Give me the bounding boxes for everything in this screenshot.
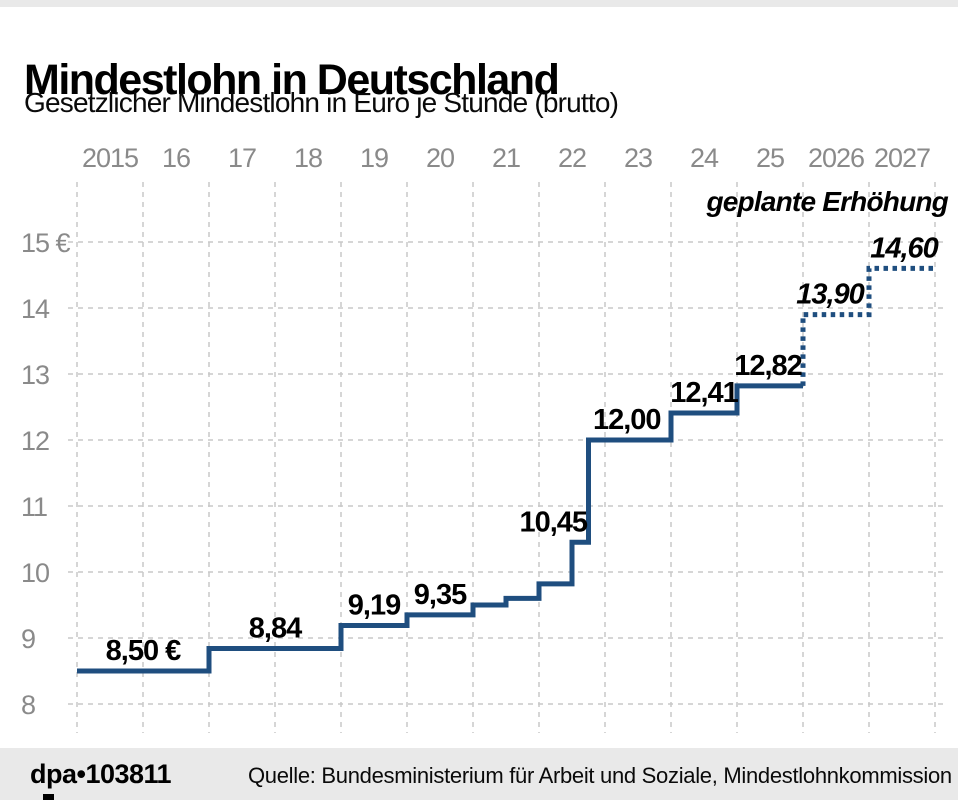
x-tick-label: 24 [690,143,719,173]
x-tick-label: 19 [360,143,388,173]
value-label: 14,60 [870,232,938,264]
y-tick-label: 9 [21,624,35,654]
y-tick-label: 8 [21,690,35,720]
minimum-wage-line [77,383,803,674]
dpa-credit: dpa•103811 [30,759,172,789]
value-label: 9,35 [414,579,467,611]
x-tick-label: 2026 [808,143,864,173]
page-subtitle: Gesetzlicher Mindestlohn in Euro je Stun… [24,87,619,118]
x-tick-label: 25 [756,143,784,173]
planned-increase-line [800,265,935,386]
page-title: Mindestlohn in Deutschland [24,55,560,104]
value-label: 12,41 [670,377,738,409]
x-tick-label: 21 [492,143,520,173]
y-tick-label: 12 [21,426,49,456]
planned-increase-annotation: geplante Erhöhung [706,186,948,217]
value-label: 8,50 € [106,635,181,667]
top-strip [0,0,958,7]
y-tick-label: 14 [21,294,50,324]
value-label: 10,45 [519,506,587,538]
x-tick-label: 18 [294,143,322,173]
y-tick-label: 15 € [21,228,71,258]
x-tick-label: 2015 [82,143,138,173]
x-tick-label: 22 [558,143,586,173]
y-tick-label: 13 [21,360,49,390]
y-tick-label: 10 [21,558,49,588]
value-label: 8,84 [249,613,302,645]
value-label: 12,00 [593,404,661,436]
value-label: 12,82 [734,350,802,382]
value-label: 13,90 [796,279,864,311]
x-tick-label: 20 [426,143,454,173]
x-tick-label: 16 [162,143,190,173]
x-tick-label: 23 [624,143,652,173]
source-text: Quelle: Bundesministerium für Arbeit und… [248,763,952,788]
footer-bar: dpa•103811 Quelle: Bundesministerium für… [0,748,958,800]
y-tick-label: 11 [21,492,47,522]
value-label: 9,19 [348,589,401,621]
x-tick-label: 17 [228,143,256,173]
x-tick-label: 2027 [874,143,930,173]
cropped-text-fragment [43,794,54,800]
